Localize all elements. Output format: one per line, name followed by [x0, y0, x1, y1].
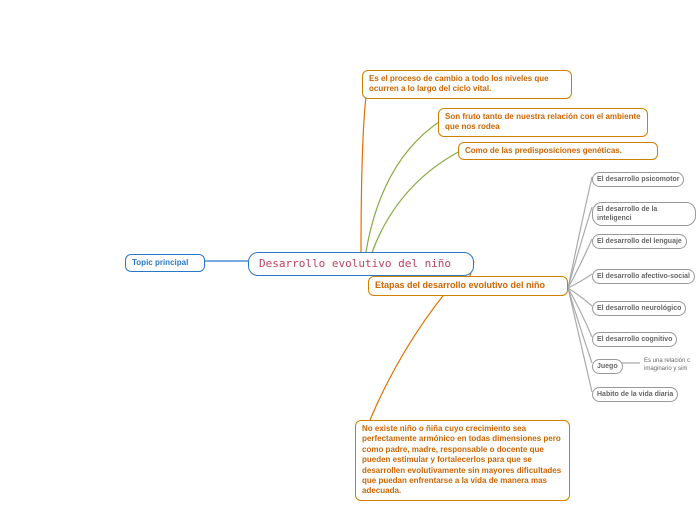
stage-psicomotor[interactable]: El desarrollo psicomotor	[592, 172, 684, 187]
definition-node-2[interactable]: Son fruto tanto de nuestra relación con …	[438, 108, 648, 137]
stage-cognitivo[interactable]: El desarrollo cognitivo	[592, 332, 677, 347]
definition-node-1[interactable]: Es el proceso de cambio a todo los nivel…	[362, 70, 572, 99]
stages-node[interactable]: Etapas del desarrollo evolutivo del niño	[368, 276, 568, 296]
root-node[interactable]: Desarrollo evolutivo del niño	[248, 252, 474, 276]
conclusion-node[interactable]: No existe niño o ñiña cuyo crecimiento s…	[355, 420, 570, 501]
stage-afectivo[interactable]: El desarrollo afectivo-social	[592, 269, 695, 284]
stage-neurologico[interactable]: El desarrollo neurológico	[592, 301, 686, 316]
stage-juego[interactable]: Juego	[592, 359, 623, 374]
stage-habito[interactable]: Habito de la vida diaria	[592, 387, 678, 402]
definition-node-3[interactable]: Como de las predisposiciones genéticas.	[458, 142, 658, 160]
topic-node[interactable]: Topic principal	[125, 254, 205, 272]
stage-juego-sub: Es una relación c imaginario y sim	[640, 356, 694, 376]
stage-lenguaje[interactable]: El desarrollo del lenguaje	[592, 234, 687, 249]
stage-inteligencia[interactable]: El desarrollo de la inteligenci	[592, 202, 696, 226]
